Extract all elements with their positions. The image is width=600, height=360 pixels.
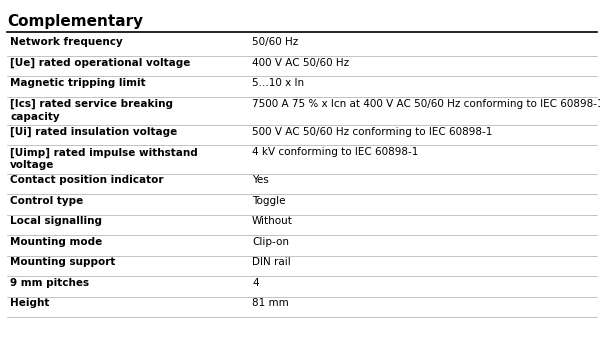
Text: Toggle: Toggle <box>252 196 286 206</box>
Text: 500 V AC 50/60 Hz conforming to IEC 60898-1: 500 V AC 50/60 Hz conforming to IEC 6089… <box>252 127 493 137</box>
Text: 9 mm pitches: 9 mm pitches <box>10 278 89 288</box>
Text: [Uimp] rated impulse withstand
voltage: [Uimp] rated impulse withstand voltage <box>10 147 198 170</box>
Text: 81 mm: 81 mm <box>252 298 289 309</box>
Text: [Ui] rated insulation voltage: [Ui] rated insulation voltage <box>10 127 178 137</box>
Text: 7500 A 75 % x Icn at 400 V AC 50/60 Hz conforming to IEC 60898-1: 7500 A 75 % x Icn at 400 V AC 50/60 Hz c… <box>252 99 600 109</box>
Text: Magnetic tripping limit: Magnetic tripping limit <box>10 78 146 88</box>
Text: Complementary: Complementary <box>7 14 143 30</box>
Text: 400 V AC 50/60 Hz: 400 V AC 50/60 Hz <box>252 58 349 68</box>
Text: Contact position indicator: Contact position indicator <box>10 175 164 185</box>
Text: DIN rail: DIN rail <box>252 257 291 267</box>
Text: Mounting mode: Mounting mode <box>10 237 103 247</box>
Text: Yes: Yes <box>252 175 269 185</box>
Text: Height: Height <box>10 298 50 309</box>
Text: Network frequency: Network frequency <box>10 37 123 47</box>
Text: Without: Without <box>252 216 293 226</box>
Text: 50/60 Hz: 50/60 Hz <box>252 37 298 47</box>
Text: [Ue] rated operational voltage: [Ue] rated operational voltage <box>10 58 191 68</box>
Text: 5...10 x In: 5...10 x In <box>252 78 304 88</box>
Text: Clip-on: Clip-on <box>252 237 289 247</box>
Text: Mounting support: Mounting support <box>10 257 116 267</box>
Text: Control type: Control type <box>10 196 83 206</box>
Text: [Ics] rated service breaking
capacity: [Ics] rated service breaking capacity <box>10 99 173 122</box>
Text: 4: 4 <box>252 278 259 288</box>
Text: 4 kV conforming to IEC 60898-1: 4 kV conforming to IEC 60898-1 <box>252 147 418 157</box>
Text: Local signalling: Local signalling <box>10 216 102 226</box>
